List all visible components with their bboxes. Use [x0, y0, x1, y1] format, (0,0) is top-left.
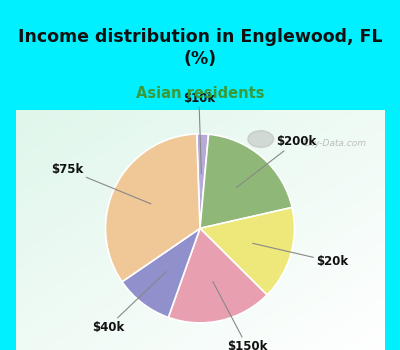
- Wedge shape: [122, 228, 200, 317]
- Circle shape: [248, 131, 274, 147]
- Wedge shape: [197, 134, 208, 228]
- Text: $20k: $20k: [253, 243, 348, 268]
- Text: Asian residents: Asian residents: [136, 86, 264, 101]
- Wedge shape: [106, 134, 200, 282]
- Text: $150k: $150k: [213, 281, 267, 350]
- Text: City-Data.com: City-Data.com: [303, 139, 367, 148]
- Wedge shape: [200, 134, 292, 228]
- Text: $40k: $40k: [92, 272, 166, 334]
- Text: $75k: $75k: [51, 163, 151, 204]
- Wedge shape: [168, 228, 267, 323]
- Text: Income distribution in Englewood, FL
(%): Income distribution in Englewood, FL (%): [18, 28, 382, 68]
- Text: $10k: $10k: [183, 91, 215, 174]
- Text: $200k: $200k: [236, 135, 316, 188]
- Wedge shape: [200, 208, 294, 295]
